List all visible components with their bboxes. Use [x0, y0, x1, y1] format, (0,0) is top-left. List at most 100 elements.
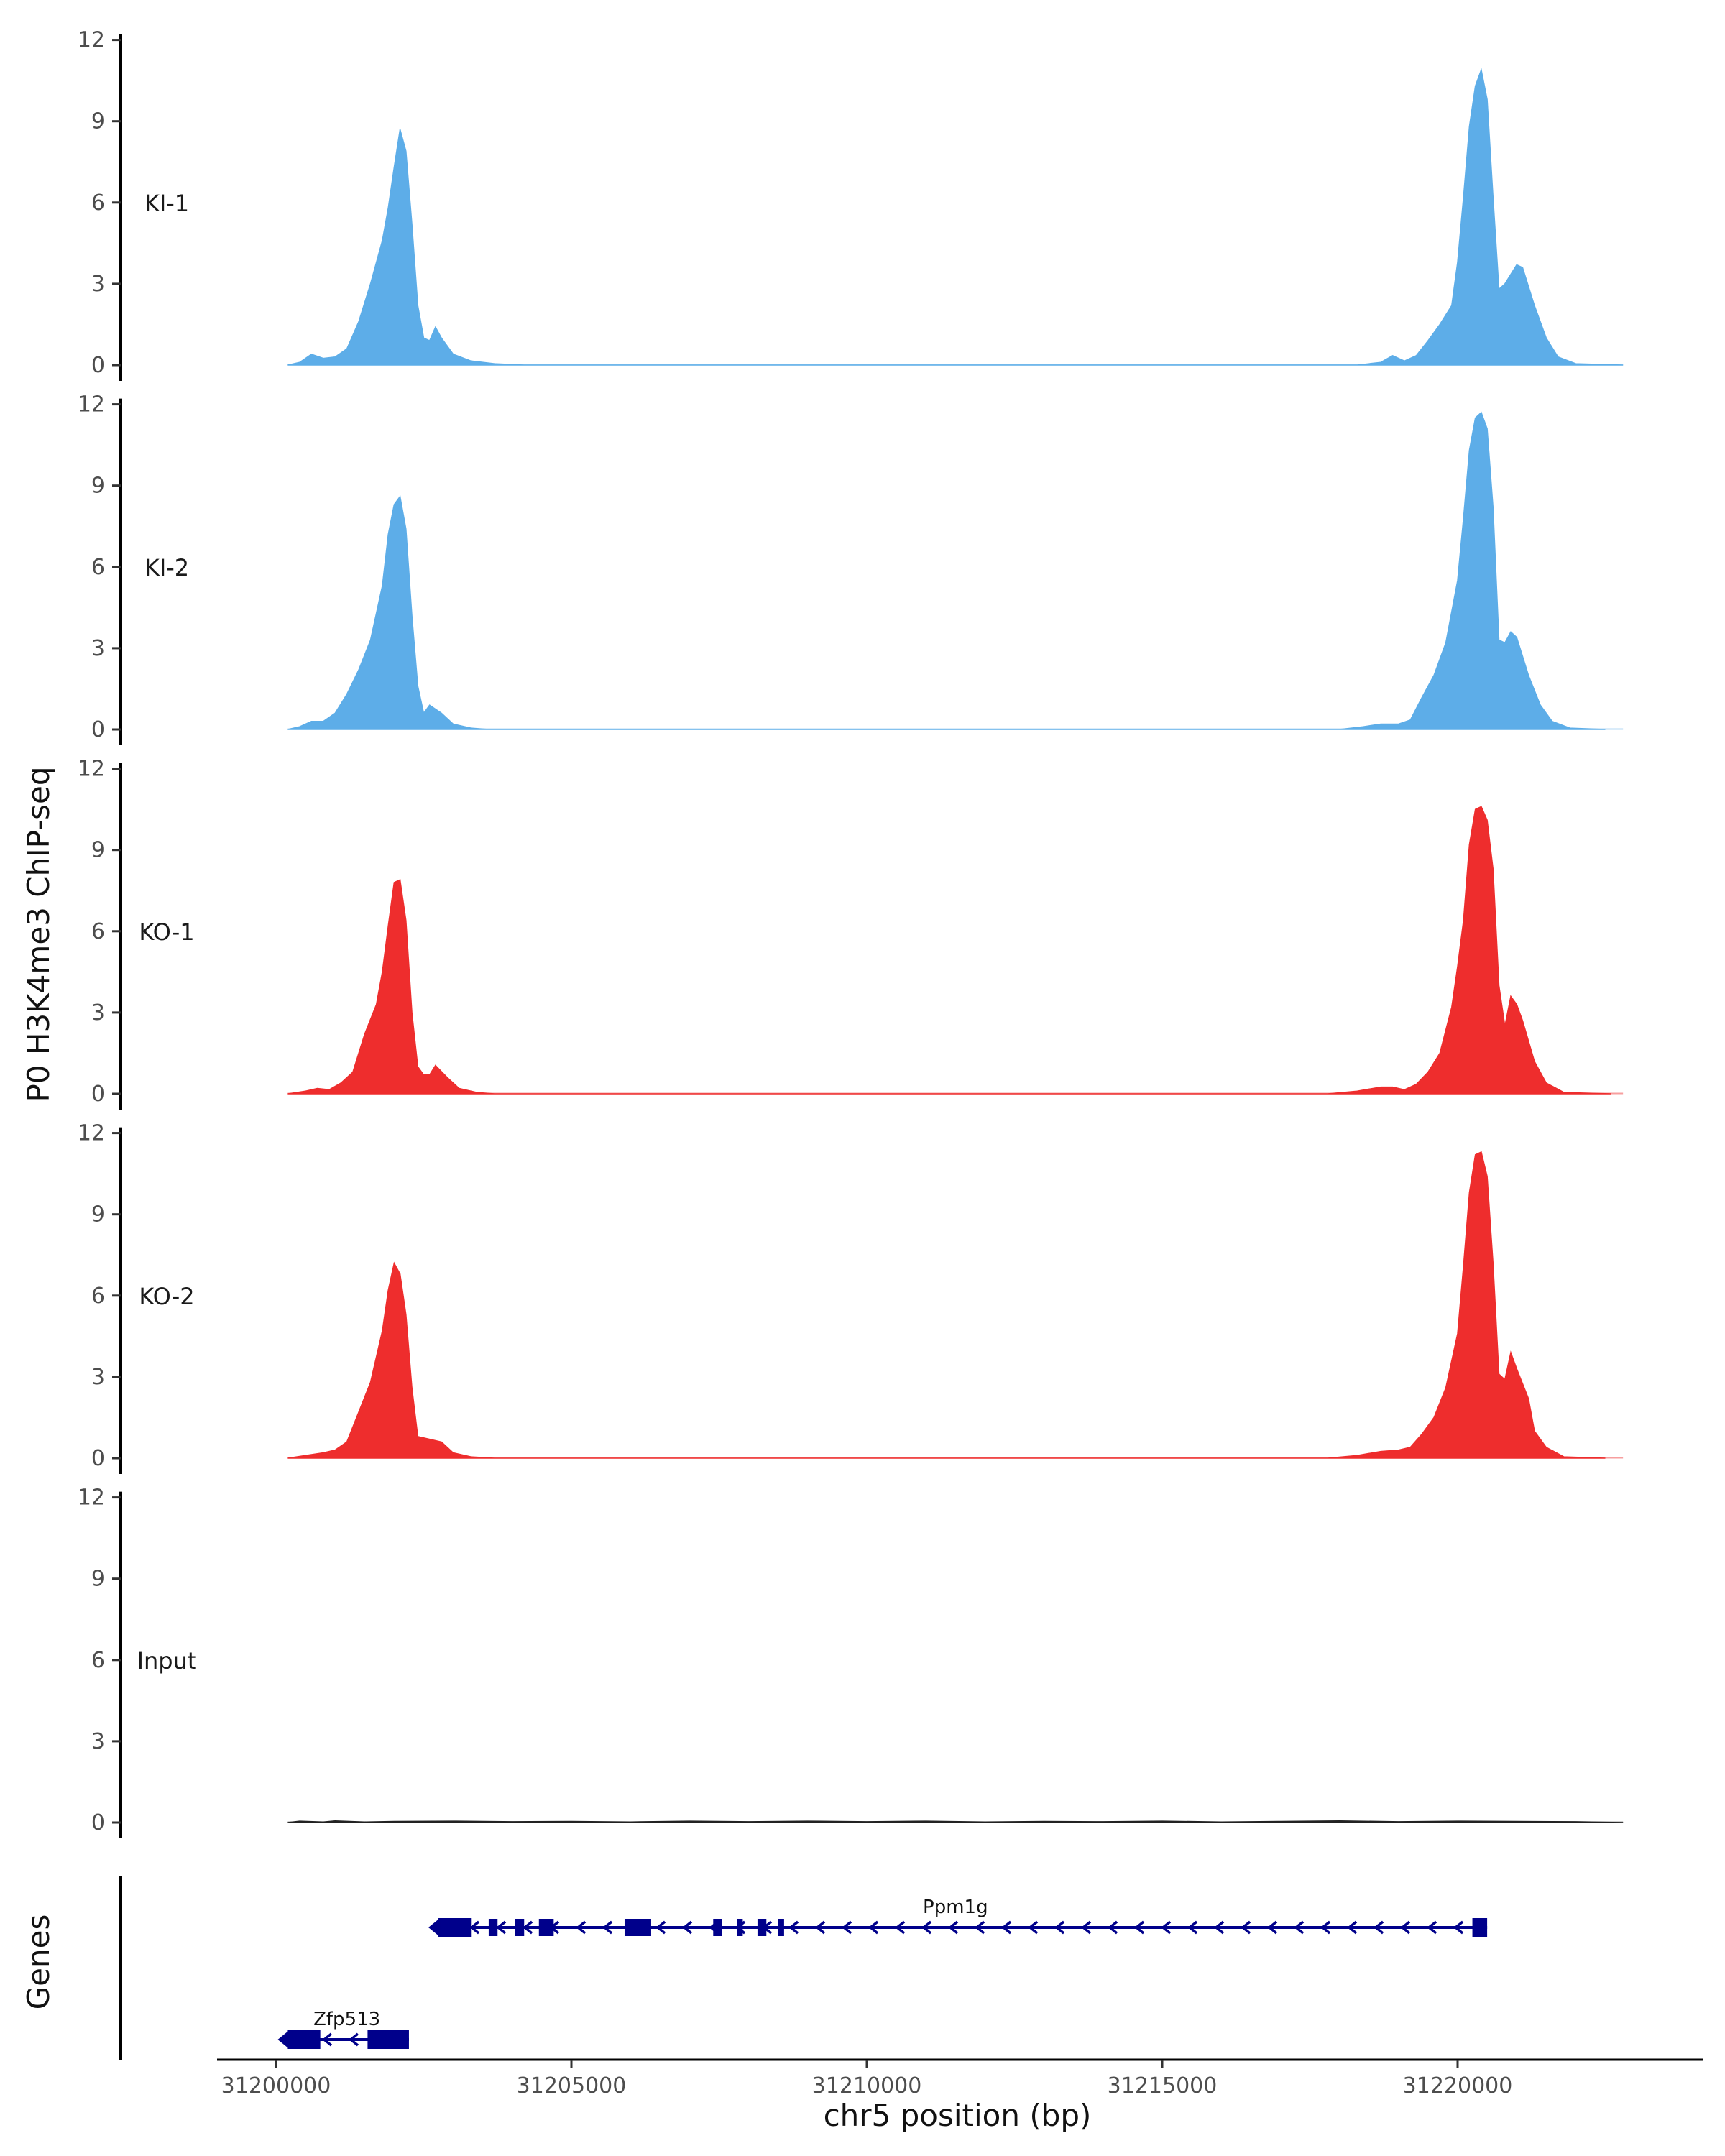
- gene-exon: [438, 1918, 472, 1937]
- strand-arrow: [322, 2032, 333, 2047]
- y-axis-title: P0 H3K4me3 ChIP-seq: [21, 766, 56, 1102]
- y-tick-label: 6: [91, 1648, 105, 1673]
- gene-exon: [713, 1919, 722, 1936]
- gene-exon: [737, 1919, 743, 1936]
- track-ki-1: 0 3 6 9 12 KI-1: [78, 28, 1624, 381]
- gene-exon: [367, 2030, 409, 2049]
- strand-arrow: [1427, 1920, 1438, 1935]
- coverage-area: [288, 68, 1624, 366]
- gene-zfp513: Zfp513: [277, 2009, 409, 2049]
- coverage-area: [288, 1820, 1624, 1823]
- track-ki-2: 0 3 6 9 12 KI-2: [78, 392, 1624, 745]
- y-tick-label: 0: [91, 1810, 105, 1835]
- tracks-layer: 0 3 6 9 12 KI-1 0 3 6 9 12 KI-2 0 3 6 9 12 KO-1 0 3 6 9 12 KO-2…: [78, 28, 1624, 1838]
- y-tick-label: 9: [91, 838, 105, 863]
- strand-arrow: [576, 1920, 586, 1935]
- gene-exon: [515, 1919, 525, 1936]
- track-input: 0 3 6 9 12 Input: [78, 1485, 1624, 1838]
- genes-axis-title: Genes: [21, 1915, 56, 2010]
- y-tick-label: 3: [91, 1000, 105, 1026]
- gene-start-arrowhead: [428, 1918, 441, 1937]
- y-tick-label: 0: [91, 353, 105, 378]
- y-tick-label: 9: [91, 1202, 105, 1227]
- track-label: Input: [137, 1647, 197, 1674]
- track-label: KI-2: [144, 554, 189, 581]
- strand-arrow: [523, 1920, 533, 1935]
- x-tick-label: 31210000: [812, 2073, 922, 2099]
- strand-arrow: [1374, 1920, 1384, 1935]
- y-tick-label: 12: [78, 392, 105, 418]
- gene-exon: [624, 1919, 651, 1936]
- coverage-area: [288, 411, 1606, 730]
- coverage-area: [288, 806, 1611, 1095]
- gene-exon: [288, 2030, 321, 2049]
- x-axis: 31200000 31205000 31210000 31215000 31220000: [217, 2058, 1703, 2099]
- gene-exon: [488, 1919, 498, 1936]
- y-tick-label: 0: [91, 717, 105, 742]
- strand-arrow: [469, 1920, 480, 1935]
- track-label: KO-1: [139, 918, 194, 946]
- strand-arrow: [1054, 1920, 1065, 1935]
- y-tick-label: 12: [78, 1121, 105, 1146]
- y-tick-label: 3: [91, 1729, 105, 1754]
- strand-arrow: [496, 1920, 507, 1935]
- strand-arrow: [1161, 1920, 1172, 1935]
- strand-arrow: [1267, 1920, 1278, 1935]
- y-tick-label: 3: [91, 1365, 105, 1390]
- y-tick-label: 9: [91, 474, 105, 499]
- track-ko-2: 0 3 6 9 12 KO-2: [78, 1121, 1624, 1474]
- strand-arrow: [1081, 1920, 1092, 1935]
- y-tick-label: 6: [91, 919, 105, 944]
- gene-name-label: Ppm1g: [923, 1897, 988, 1918]
- genes-layer: Ppm1g Zfp513: [119, 1876, 1488, 2060]
- gene-exon: [1472, 1918, 1488, 1937]
- strand-arrow: [1187, 1920, 1198, 1935]
- strand-arrow: [895, 1920, 906, 1935]
- strand-arrow: [1108, 1920, 1118, 1935]
- strand-arrow: [682, 1920, 693, 1935]
- strand-arrow: [921, 1920, 932, 1935]
- gene-exon: [757, 1919, 767, 1936]
- y-tick-label: 6: [91, 190, 105, 216]
- y-tick-label: 0: [91, 1446, 105, 1471]
- y-tick-label: 3: [91, 272, 105, 297]
- gene-exon: [778, 1919, 784, 1936]
- track-ko-1: 0 3 6 9 12 KO-1: [78, 757, 1624, 1110]
- strand-arrow: [842, 1920, 852, 1935]
- y-tick-label: 0: [91, 1082, 105, 1107]
- strand-arrow: [815, 1920, 826, 1935]
- strand-arrow: [788, 1920, 799, 1935]
- y-tick-label: 6: [91, 1284, 105, 1309]
- strand-arrow: [656, 1920, 666, 1935]
- gene-exon: [538, 1919, 554, 1936]
- strand-arrow: [1347, 1920, 1358, 1935]
- y-tick-label: 3: [91, 636, 105, 661]
- y-tick-label: 12: [78, 757, 105, 782]
- strand-arrow: [975, 1920, 985, 1935]
- x-tick-label: 31215000: [1108, 2073, 1218, 2099]
- x-tick-label: 31220000: [1403, 2073, 1513, 2099]
- strand-arrow: [1028, 1920, 1039, 1935]
- strand-arrow: [1214, 1920, 1225, 1935]
- gene-start-arrowhead: [277, 2030, 290, 2049]
- x-tick-label: 31200000: [221, 2073, 331, 2099]
- gene-ppm1g: Ppm1g: [428, 1897, 1488, 1937]
- strand-arrow: [1241, 1920, 1251, 1935]
- y-tick-label: 9: [91, 109, 105, 134]
- strand-arrow: [1294, 1920, 1305, 1935]
- strand-arrow: [868, 1920, 879, 1935]
- gene-name-label: Zfp513: [313, 2009, 380, 2030]
- strand-arrow: [1320, 1920, 1331, 1935]
- strand-arrow: [948, 1920, 959, 1935]
- strand-arrow: [1453, 1920, 1464, 1935]
- x-tick-label: 31205000: [517, 2073, 627, 2099]
- y-tick-label: 12: [78, 28, 105, 53]
- strand-arrow: [1134, 1920, 1145, 1935]
- track-label: KI-1: [144, 190, 189, 217]
- strand-arrow: [1400, 1920, 1411, 1935]
- y-tick-label: 6: [91, 555, 105, 580]
- strand-arrow: [349, 2032, 359, 2047]
- y-tick-label: 12: [78, 1485, 105, 1511]
- y-tick-label: 9: [91, 1567, 105, 1592]
